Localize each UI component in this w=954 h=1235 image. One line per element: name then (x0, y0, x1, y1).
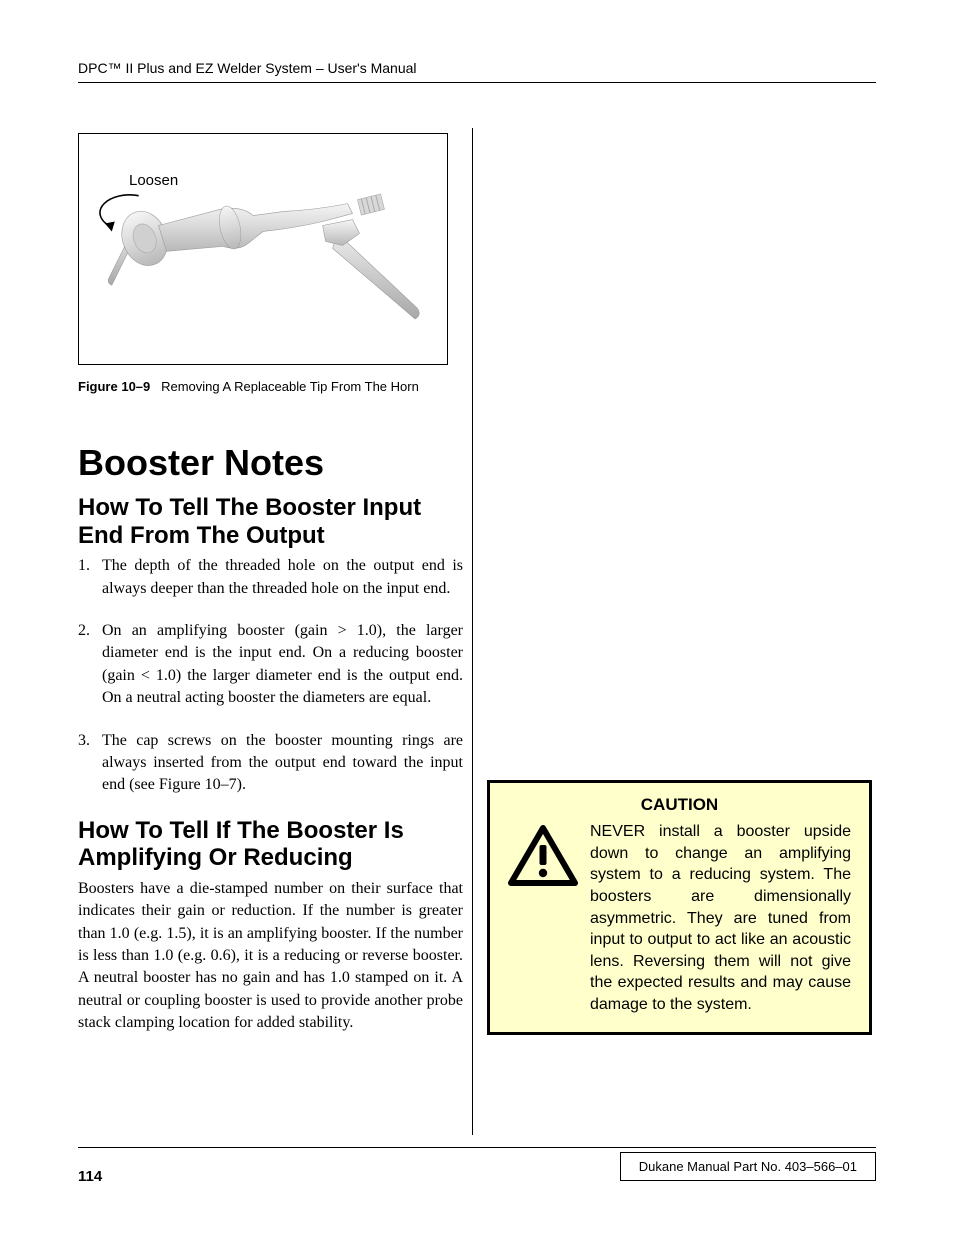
list-item: On an amplifying booster (gain > 1.0), t… (78, 620, 463, 710)
figure-number: Figure 10–9 (78, 379, 150, 394)
page-number: 114 (78, 1168, 102, 1185)
caution-text: NEVER install a booster upside down to c… (590, 821, 851, 1015)
list-item: The cap screws on the booster mounting r… (78, 730, 463, 797)
page-footer: 114 Dukane Manual Part No. 403–566–01 (78, 1147, 876, 1185)
figure-caption: Figure 10–9 Removing A Replaceable Tip F… (78, 379, 463, 394)
part-number-box: Dukane Manual Part No. 403–566–01 (620, 1152, 876, 1181)
subsection-b-title: How To Tell If The Booster Is Amplifying… (78, 817, 463, 872)
subsection-a-title: How To Tell The Booster Input End From T… (78, 494, 463, 549)
warning-triangle-icon (508, 825, 578, 892)
doc-header: DPC™ II Plus and EZ Welder System – User… (78, 60, 876, 83)
caution-callout: CAUTION NEVER install a booster upside d… (487, 780, 872, 1034)
list-item: The depth of the threaded hole on the ou… (78, 555, 463, 600)
figure-caption-text: Removing A Replaceable Tip From The Horn (161, 379, 419, 394)
column-divider (472, 128, 473, 1135)
figure-10-9: Loosen (78, 133, 448, 365)
content-columns: Loosen (78, 133, 876, 1035)
caution-title: CAUTION (508, 795, 851, 815)
left-column: Loosen (78, 133, 463, 1035)
horn-diagram-icon (79, 134, 447, 365)
section-title: Booster Notes (78, 442, 463, 484)
body-paragraph: Boosters have a die-stamped number on th… (78, 878, 463, 1035)
numbered-list: The depth of the threaded hole on the ou… (78, 555, 463, 797)
right-column: CAUTION NEVER install a booster upside d… (487, 133, 872, 1035)
